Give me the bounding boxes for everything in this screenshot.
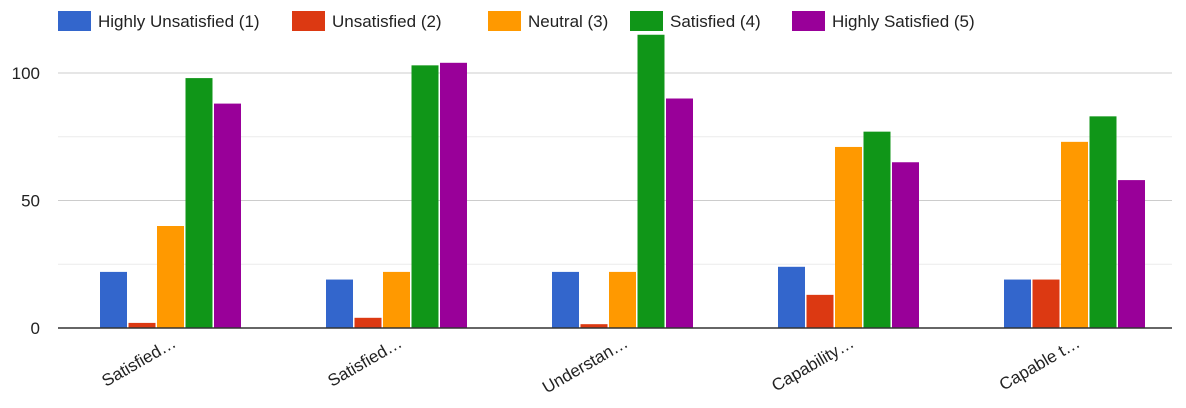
bar (892, 162, 919, 328)
bar (411, 65, 439, 328)
legend-item: Satisfied (4) (630, 11, 761, 31)
legend-item: Highly Unsatisfied (1) (58, 11, 260, 31)
gridlines (58, 72, 1172, 265)
y-tick-label: 0 (31, 319, 40, 338)
bar (637, 34, 665, 328)
bars (100, 34, 1145, 329)
x-tick-label: Satisfied… (99, 333, 180, 391)
y-axis: 0 50 100 (12, 64, 40, 338)
bar (1004, 279, 1031, 328)
legend-item: Highly Satisfied (5) (792, 11, 975, 31)
bar (383, 271, 410, 328)
bar (157, 226, 184, 328)
legend-item: Neutral (3) (488, 11, 608, 31)
y-tick-label: 100 (12, 64, 40, 83)
bar (1032, 279, 1060, 328)
bar (1061, 141, 1088, 328)
legend-label: Satisfied (4) (670, 12, 761, 31)
bar (100, 271, 127, 328)
bar (326, 279, 353, 328)
bar (354, 317, 382, 328)
y-tick-label: 50 (21, 192, 40, 211)
x-tick-label: Capable t… (996, 333, 1083, 394)
legend-label: Highly Satisfied (5) (832, 12, 975, 31)
x-axis: Satisfied… Satisfied… Understan… Capability… (99, 333, 1084, 397)
x-tick-label: Capability… (768, 333, 857, 395)
x-tick-label: Satisfied… (325, 333, 406, 391)
legend-swatch (58, 11, 91, 31)
legend-item: Unsatisfied (2) (292, 11, 442, 31)
legend-swatch (292, 11, 325, 31)
legend-label: Unsatisfied (2) (332, 12, 442, 31)
bar (806, 294, 834, 328)
legend-swatch (792, 11, 825, 31)
legend-swatch (630, 11, 663, 31)
bar (1118, 180, 1145, 328)
x-tick-label: Understan… (539, 333, 631, 397)
bar (128, 322, 156, 328)
bar (835, 146, 862, 328)
bar (778, 266, 805, 328)
bar (666, 98, 693, 328)
bar (863, 131, 891, 328)
bar (1089, 116, 1117, 328)
legend-label: Neutral (3) (528, 12, 608, 31)
bar (214, 103, 241, 328)
bar (580, 324, 608, 328)
legend: Highly Unsatisfied (1) Unsatisfied (2) Neu… (58, 11, 975, 31)
legend-swatch (488, 11, 521, 31)
bar (440, 62, 467, 329)
legend-label: Highly Unsatisfied (1) (98, 12, 260, 31)
bar (185, 78, 213, 328)
bar (609, 271, 636, 328)
bar (552, 271, 579, 328)
